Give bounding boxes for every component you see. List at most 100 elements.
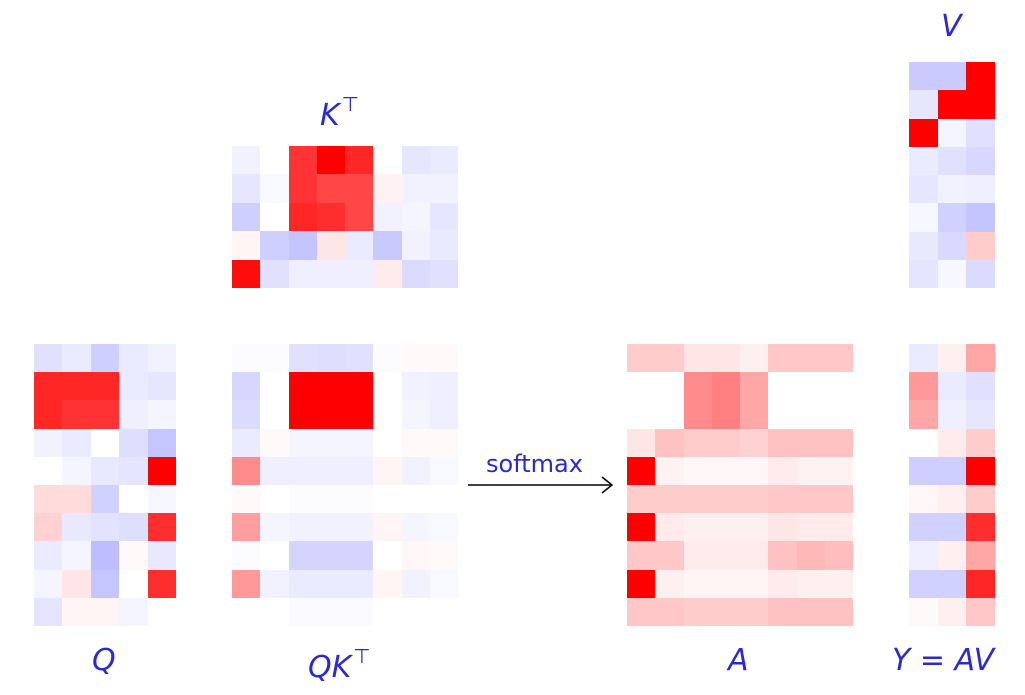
qkt-cell-r9-c0: [232, 597, 261, 626]
qkt-cell-r6-c7: [429, 513, 458, 542]
qkt-cell-r9-c4: [345, 597, 374, 626]
qkt-cell-r5-c7: [429, 485, 458, 514]
kt-cell-r3-c0: [232, 231, 261, 260]
qkt-cell-r5-c6: [401, 485, 430, 514]
qkt-cell-r0-c0: [232, 344, 261, 373]
a-cell-r1-c6: [796, 372, 825, 401]
qkt-cell-r8-c2: [288, 569, 317, 598]
qkt-cell-r9-c2: [288, 597, 317, 626]
a-cell-r4-c7: [824, 456, 853, 485]
kt-cell-r1-c7: [429, 174, 458, 203]
v-cell-r1-c2: [966, 90, 995, 119]
kt-cell-r0-c5: [373, 146, 402, 175]
v-cell-r5-c1: [937, 203, 967, 232]
a-cell-r1-c5: [768, 372, 797, 401]
qkt-cell-r1-c2: [288, 372, 317, 401]
kt-cell-r1-c5: [373, 174, 402, 203]
v-cell-r4-c1: [937, 175, 967, 204]
qkt-cell-r3-c4: [345, 428, 374, 457]
kt-cell-r3-c2: [288, 231, 317, 260]
qkt-cell-r3-c1: [260, 428, 289, 457]
softmax-arrow-icon: [468, 476, 614, 494]
v-cell-r3-c1: [937, 146, 967, 175]
kt-cell-r2-c6: [401, 202, 430, 232]
a-cell-r6-c2: [683, 513, 712, 542]
q-cell-r4-c1: [62, 456, 91, 485]
a-cell-r8-c6: [796, 569, 825, 598]
a-cell-r1-c2: [683, 372, 712, 401]
a-cell-r0-c1: [655, 344, 684, 373]
q-cell-r4-c2: [90, 456, 120, 485]
kt-cell-r4-c7: [429, 259, 458, 288]
y-cell-r9-c0: [909, 597, 938, 626]
q-cell-r9-c1: [62, 597, 91, 626]
a-cell-r7-c1: [655, 541, 684, 570]
query-matrix: [34, 344, 176, 626]
v-cell-r2-c1: [937, 118, 967, 147]
a-cell-r2-c6: [796, 400, 825, 429]
a-cell-r3-c7: [824, 428, 853, 457]
qkt-cell-r2-c3: [316, 400, 345, 429]
y-cell-r9-c2: [966, 597, 995, 626]
a-cell-r2-c3: [711, 400, 740, 429]
score-matrix: [232, 344, 458, 626]
y-cell-r3-c0: [909, 428, 938, 457]
kt-cell-r3-c4: [345, 231, 374, 260]
output-label: Y = AV: [892, 643, 995, 678]
qkt-cell-r4-c5: [373, 456, 402, 485]
a-cell-r6-c5: [768, 513, 797, 542]
q-cell-r9-c3: [119, 597, 148, 626]
a-cell-r8-c2: [683, 569, 712, 598]
q-cell-r9-c0: [34, 597, 63, 626]
y-cell-r0-c2: [966, 344, 995, 373]
qkt-cell-r8-c5: [373, 569, 402, 598]
key-transpose-sup: ⊤: [341, 92, 360, 116]
q-cell-r3-c3: [119, 428, 148, 457]
kt-cell-r2-c7: [429, 202, 458, 232]
a-cell-r3-c4: [740, 428, 769, 457]
qkt-cell-r1-c4: [345, 372, 374, 401]
a-cell-r0-c5: [768, 344, 797, 373]
v-cell-r6-c1: [937, 231, 967, 260]
kt-cell-r4-c3: [316, 259, 345, 288]
y-cell-r1-c2: [966, 372, 995, 401]
y-cell-r5-c1: [937, 485, 967, 514]
qkt-cell-r3-c6: [401, 428, 430, 457]
a-cell-r8-c0: [627, 569, 656, 598]
a-cell-r5-c4: [740, 485, 769, 514]
attention-matrix: [627, 344, 853, 626]
y-cell-r6-c2: [966, 513, 995, 542]
q-cell-r6-c0: [34, 513, 63, 542]
qkt-cell-r2-c4: [345, 400, 374, 429]
a-cell-r7-c4: [740, 541, 769, 570]
kt-cell-r2-c0: [232, 202, 261, 232]
a-cell-r4-c5: [768, 456, 797, 485]
qkt-cell-r4-c6: [401, 456, 430, 485]
qkt-cell-r8-c6: [401, 569, 430, 598]
q-cell-r7-c3: [119, 541, 148, 570]
a-cell-r0-c0: [627, 344, 656, 373]
y-cell-r5-c2: [966, 485, 995, 514]
q-cell-r8-c4: [147, 569, 176, 598]
a-cell-r0-c6: [796, 344, 825, 373]
kt-cell-r2-c4: [345, 202, 374, 232]
q-cell-r1-c4: [147, 372, 176, 401]
kt-cell-r3-c3: [316, 231, 345, 260]
kt-cell-r2-c1: [260, 202, 289, 232]
a-cell-r3-c5: [768, 428, 797, 457]
qkt-cell-r7-c4: [345, 541, 374, 570]
q-cell-r5-c2: [90, 485, 120, 514]
qkt-cell-r6-c4: [345, 513, 374, 542]
qkt-cell-r1-c6: [401, 372, 430, 401]
a-cell-r9-c3: [711, 597, 740, 626]
a-cell-r6-c1: [655, 513, 684, 542]
qkt-cell-r3-c3: [316, 428, 345, 457]
qkt-cell-r4-c7: [429, 456, 458, 485]
a-cell-r5-c0: [627, 485, 656, 514]
qkt-cell-r9-c3: [316, 597, 345, 626]
kt-cell-r4-c0: [232, 259, 261, 288]
q-cell-r0-c3: [119, 344, 148, 373]
qkt-cell-r7-c7: [429, 541, 458, 570]
kt-cell-r0-c2: [288, 146, 317, 175]
a-cell-r2-c4: [740, 400, 769, 429]
